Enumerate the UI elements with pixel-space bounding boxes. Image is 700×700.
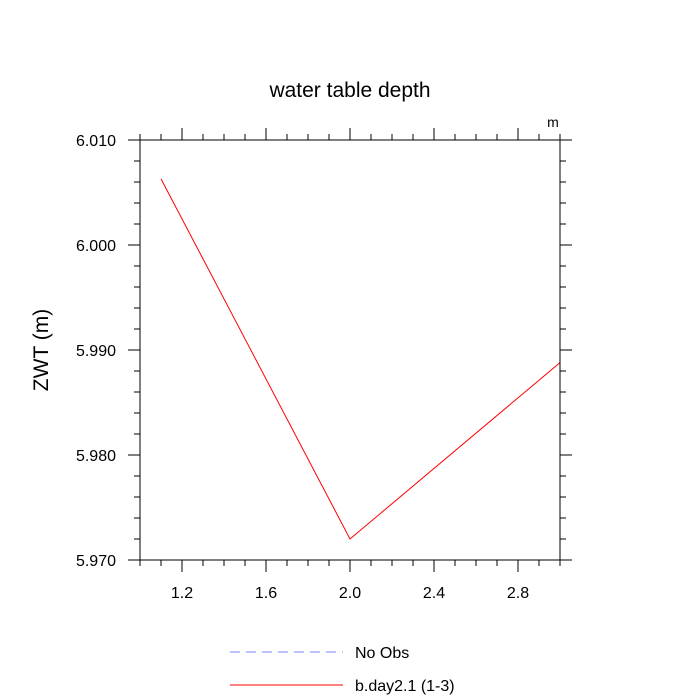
series-lines xyxy=(160,178,561,540)
x-tick-label: 2.4 xyxy=(423,585,445,602)
y-tick-label: 5.980 xyxy=(76,448,116,465)
x-tick-label: 2.8 xyxy=(507,585,529,602)
y-tick-label: 6.010 xyxy=(76,133,116,150)
units-label: m xyxy=(547,114,559,130)
chart-title: water table depth xyxy=(268,79,430,102)
x-tick-label: 1.2 xyxy=(171,585,193,602)
y-tick-labels: 5.970 5.980 5.990 6.000 6.010 xyxy=(76,133,116,570)
x-tick-label: 2.0 xyxy=(339,585,361,602)
y-tick-label: 5.990 xyxy=(76,343,116,360)
minor-ticks xyxy=(134,134,566,566)
plot-frame xyxy=(139,139,561,561)
legend-label: b.day2.1 (1-3) xyxy=(355,678,455,695)
legend-label: No Obs xyxy=(355,645,409,662)
major-ticks xyxy=(128,128,572,572)
y-tick-label: 5.970 xyxy=(76,553,116,570)
x-tick-label: 1.6 xyxy=(255,585,277,602)
x-tick-labels: 1.2 1.6 2.0 2.4 2.8 xyxy=(171,585,529,602)
series-line xyxy=(160,178,561,540)
legend: No Obs b.day2.1 (1-3) xyxy=(230,645,455,695)
y-axis-label: ZWT (m) xyxy=(30,309,53,391)
y-tick-label: 6.000 xyxy=(76,238,116,255)
